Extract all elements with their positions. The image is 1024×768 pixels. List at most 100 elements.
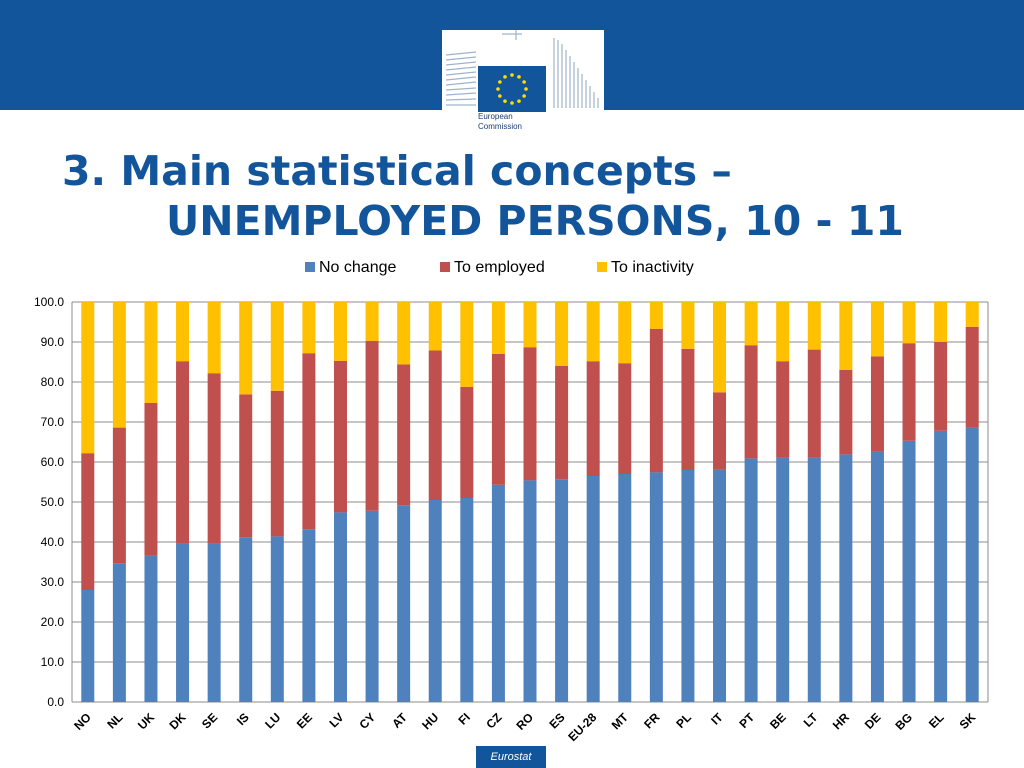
bar-segment	[744, 345, 758, 459]
y-tick-label: 20.0	[41, 615, 65, 629]
eu-star-icon	[498, 94, 502, 98]
bar-segment	[555, 366, 569, 480]
bar-segment	[239, 394, 253, 538]
bar-segment	[270, 302, 284, 391]
bar-segment	[270, 536, 284, 702]
bar-segment	[428, 350, 442, 500]
x-tick-label: NO	[71, 710, 94, 733]
bar-segment	[555, 302, 569, 366]
bar-segment	[397, 505, 411, 702]
bar-segment	[523, 480, 537, 702]
bar-segment	[807, 302, 821, 350]
bar-segment	[333, 512, 347, 702]
x-tick-label: LU	[262, 710, 283, 731]
slide-title: 3. Main statistical concepts – UNEMPLOYE…	[62, 146, 1002, 246]
legend-label: To employed	[454, 259, 545, 276]
bar-segment	[176, 361, 190, 544]
bar-segment	[713, 302, 727, 393]
bar-segment	[934, 430, 948, 702]
bar-segment	[870, 356, 884, 452]
bar-segment	[649, 328, 663, 473]
bar-segment	[397, 364, 411, 506]
bar-segment	[807, 349, 821, 458]
bar-segment	[81, 590, 95, 702]
bar-segment	[112, 563, 126, 702]
bar-segment	[112, 302, 126, 428]
bar-segment	[965, 427, 979, 702]
y-tick-label: 70.0	[41, 415, 65, 429]
x-tick-label: EL	[926, 710, 947, 731]
bar-segment	[649, 472, 663, 702]
x-tick-label: DK	[167, 710, 189, 732]
y-tick-label: 90.0	[41, 335, 65, 349]
x-tick-label: EE	[294, 710, 315, 731]
eu-star-icon	[503, 99, 507, 103]
bar-segment	[144, 402, 158, 556]
logo-line-2: Commission	[478, 122, 523, 131]
y-tick-label: 100.0	[34, 295, 64, 309]
y-tick-label: 40.0	[41, 535, 65, 549]
bar-segment	[618, 302, 632, 364]
bar-segment	[649, 302, 663, 329]
bar-segment	[365, 510, 379, 702]
y-tick-label: 60.0	[41, 455, 65, 469]
bar-segment	[965, 302, 979, 327]
bar-segment	[144, 302, 158, 403]
bar-segment	[586, 476, 600, 702]
eurostat-footer: Eurostat	[476, 746, 546, 768]
bar-segment	[681, 470, 695, 702]
bar-segment	[744, 458, 758, 702]
legend-label: To inactivity	[611, 259, 694, 276]
legend-swatch	[440, 262, 450, 272]
x-tick-label: CZ	[483, 710, 504, 731]
bar-segment	[397, 302, 411, 365]
eu-star-icon	[510, 73, 514, 77]
bar-segment	[965, 326, 979, 428]
bar-segment	[428, 500, 442, 702]
x-tick-label: EU-28	[565, 710, 599, 744]
eu-star-icon	[517, 99, 521, 103]
building-flag-icon	[445, 30, 599, 112]
bar-segment	[365, 302, 379, 341]
x-tick-label: MT	[609, 710, 632, 733]
bar-segment	[523, 302, 537, 348]
bar-segment	[523, 347, 537, 481]
logo-line-1: European	[478, 112, 513, 121]
x-tick-label: BG	[893, 710, 916, 733]
eu-star-icon	[496, 87, 500, 91]
bar-segment	[207, 373, 221, 544]
bar-segment	[681, 348, 695, 470]
bar-segment	[870, 302, 884, 357]
bar-segment	[176, 302, 190, 362]
eu-star-icon	[522, 80, 526, 84]
x-tick-label: RO	[513, 710, 536, 733]
bar-segment	[902, 343, 916, 441]
x-tick-label: PL	[673, 710, 694, 731]
x-tick-label: PT	[736, 710, 757, 731]
bar-segment	[428, 302, 442, 351]
bar-segment	[839, 370, 853, 455]
x-tick-label: HR	[830, 710, 852, 732]
bar-segment	[807, 457, 821, 702]
x-tick-label: AT	[389, 710, 410, 731]
bar-segment	[839, 302, 853, 370]
eu-star-icon	[522, 94, 526, 98]
bar-segment	[239, 537, 253, 702]
bar-segment	[144, 555, 158, 702]
x-tick-label: DE	[862, 710, 884, 732]
x-tick-label: SK	[957, 710, 979, 732]
y-tick-label: 30.0	[41, 575, 65, 589]
legend-swatch	[305, 262, 315, 272]
bar-segment	[81, 302, 95, 454]
bar-segment	[586, 361, 600, 476]
bar-segment	[744, 302, 758, 346]
bar-segment	[713, 392, 727, 470]
bar-segment	[491, 484, 505, 702]
title-line-2: UNEMPLOYED PERSONS, 10 - 11	[166, 197, 904, 245]
y-tick-label: 50.0	[41, 495, 65, 509]
x-tick-label: FI	[456, 710, 473, 727]
bar-segment	[302, 529, 316, 702]
x-tick-label: SE	[199, 710, 220, 731]
bar-segment	[491, 302, 505, 354]
bar-segment	[681, 302, 695, 349]
